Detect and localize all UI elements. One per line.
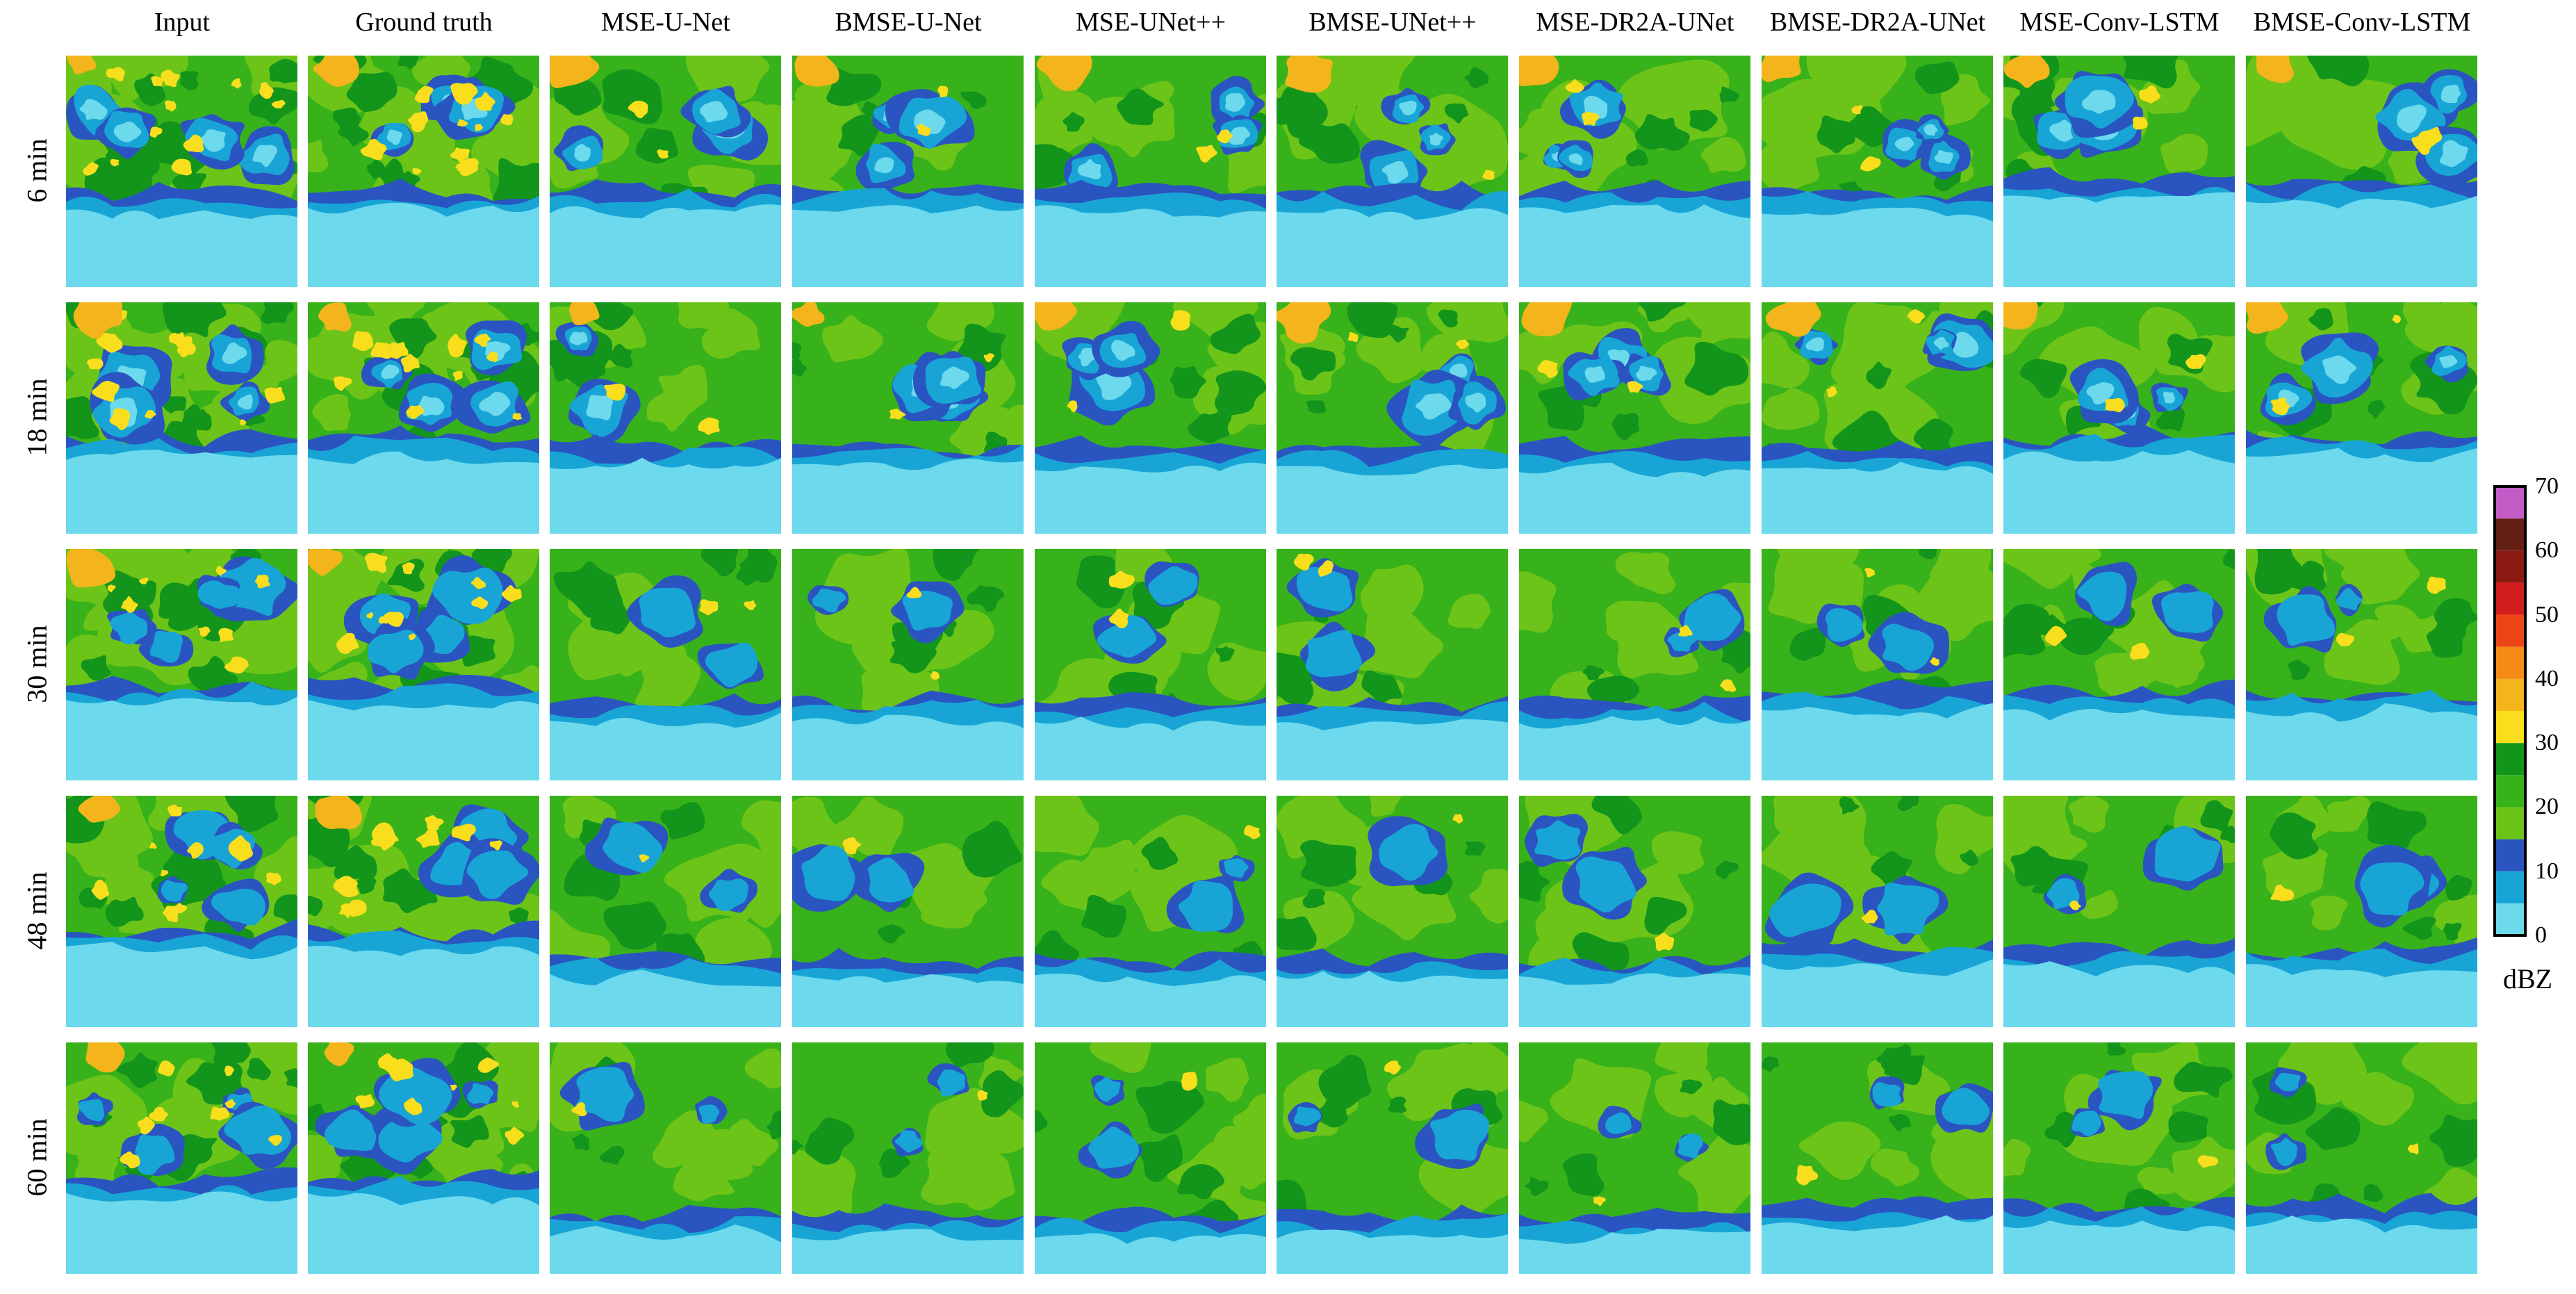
radar-panel — [66, 1042, 297, 1274]
row-label-text: 60 min — [21, 1117, 53, 1197]
radar-panel — [1762, 549, 1993, 780]
radar-panel — [66, 549, 297, 780]
colorbar-level — [2495, 903, 2525, 935]
colorbar-level — [2495, 646, 2525, 679]
colorbar-level — [2495, 486, 2525, 519]
colorbar-level — [2495, 839, 2525, 871]
colorbar-level — [2495, 582, 2525, 615]
radar-panel — [1035, 549, 1266, 780]
radar-panel — [2246, 56, 2477, 287]
radar-panel — [1762, 1042, 1993, 1274]
radar-panel — [550, 1042, 781, 1274]
row-label-text: 48 min — [21, 871, 53, 950]
radar-panel — [792, 56, 1024, 287]
radar-panel — [2003, 549, 2235, 780]
radar-panel — [550, 56, 781, 287]
column-header: Ground truth — [355, 8, 493, 37]
colorbar-tick-label: 0 — [2535, 922, 2547, 948]
row-label: 60 min — [13, 1042, 61, 1272]
radar-panel — [308, 56, 539, 287]
radar-panel — [1277, 796, 1508, 1027]
radar-panel — [308, 796, 539, 1027]
row-label-text: 6 min — [21, 138, 53, 203]
row-label: 18 min — [13, 302, 61, 532]
radar-panel — [1762, 302, 1993, 534]
radar-panel — [308, 1042, 539, 1274]
colorbar-level — [2495, 550, 2525, 583]
radar-panel — [2246, 302, 2477, 534]
radar-panel — [1519, 302, 1750, 534]
column-header: MSE-U-Net — [601, 8, 730, 37]
colorbar-tick-label: 70 — [2535, 473, 2559, 499]
radar-panel — [66, 302, 297, 534]
radar-panel — [792, 1042, 1024, 1274]
radar-panel — [1762, 56, 1993, 287]
radar-panel — [1519, 1042, 1750, 1274]
radar-panel — [1035, 1042, 1266, 1274]
radar-panel — [1519, 549, 1750, 780]
row-label: 30 min — [13, 549, 61, 778]
radar-panel — [550, 796, 781, 1027]
colorbar-level — [2495, 871, 2525, 903]
radar-panel — [2246, 1042, 2477, 1274]
colorbar-level — [2495, 711, 2525, 744]
row-label-text: 18 min — [21, 377, 53, 457]
row-label: 6 min — [13, 56, 61, 285]
column-header: MSE-UNet++ — [1076, 8, 1226, 37]
colorbar-tick-label: 50 — [2535, 601, 2559, 628]
column-header: BMSE-DR2A-UNet — [1769, 8, 1986, 37]
column-header: MSE-Conv-LSTM — [2019, 8, 2220, 37]
colorbar-bar — [2493, 485, 2527, 937]
radar-panel — [1762, 796, 1993, 1027]
colorbar-tick-label: 20 — [2535, 794, 2559, 820]
colorbar-unit: dBZ — [2503, 963, 2553, 994]
row-label: 48 min — [13, 796, 61, 1025]
radar-panel — [1277, 1042, 1508, 1274]
radar-panel — [308, 302, 539, 534]
radar-panel — [1035, 302, 1266, 534]
radar-panel — [2003, 56, 2235, 287]
radar-panel — [1035, 796, 1266, 1027]
radar-panel — [792, 796, 1024, 1027]
colorbar-level — [2495, 807, 2525, 840]
column-header: BMSE-U-Net — [835, 8, 982, 37]
radar-panel — [1519, 56, 1750, 287]
radar-panel — [66, 796, 297, 1027]
radar-panel — [2003, 302, 2235, 534]
radar-panel — [2003, 796, 2235, 1027]
column-header: Input — [154, 8, 211, 37]
radar-panel — [2003, 1042, 2235, 1274]
column-header: BMSE-UNet++ — [1308, 8, 1477, 37]
column-header: MSE-DR2A-UNet — [1536, 8, 1734, 37]
colorbar-tick-label: 10 — [2535, 858, 2559, 884]
radar-panel — [1277, 549, 1508, 780]
radar-panel — [66, 56, 297, 287]
radar-panel — [1519, 796, 1750, 1027]
radar-panel — [308, 549, 539, 780]
colorbar-level — [2495, 743, 2525, 776]
colorbar-tick-label: 30 — [2535, 730, 2559, 756]
radar-panel — [550, 302, 781, 534]
radar-panel — [2246, 549, 2477, 780]
colorbar-level — [2495, 775, 2525, 808]
colorbar-level — [2495, 678, 2525, 711]
colorbar-tick-label: 60 — [2535, 537, 2559, 564]
radar-panel — [1277, 56, 1508, 287]
radar-panel — [792, 549, 1024, 780]
radar-panel — [792, 302, 1024, 534]
row-label-text: 30 min — [21, 624, 53, 703]
radar-panel — [2246, 796, 2477, 1027]
colorbar-level — [2495, 518, 2525, 551]
column-header: BMSE-Conv-LSTM — [2253, 8, 2471, 37]
radar-panel — [1035, 56, 1266, 287]
colorbar-border — [2493, 485, 2527, 937]
colorbar-tick-label: 40 — [2535, 665, 2559, 691]
radar-panel — [550, 549, 781, 780]
radar-panel — [1277, 302, 1508, 534]
colorbar-level — [2495, 614, 2525, 647]
